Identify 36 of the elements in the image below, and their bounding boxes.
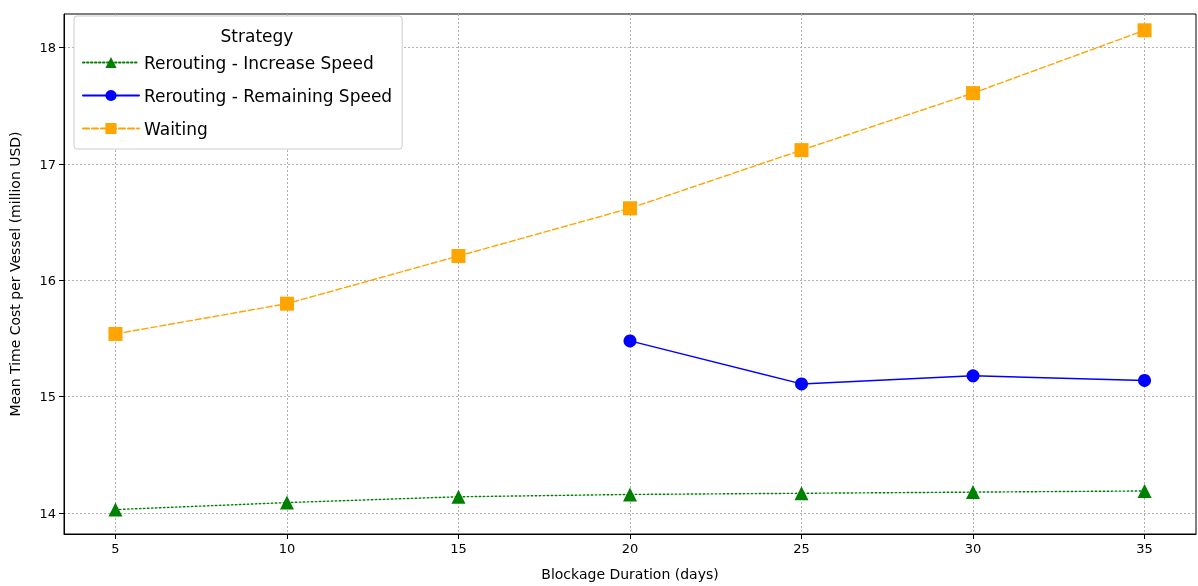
point [108, 502, 123, 517]
x-tick-label: 15 [450, 541, 467, 556]
y-tick-label: 14 [39, 505, 56, 521]
point [1137, 483, 1152, 498]
legend-title: Strategy [220, 25, 294, 46]
point [794, 143, 809, 158]
y-tick-label: 18 [39, 40, 56, 56]
point [1138, 373, 1152, 387]
point [279, 296, 294, 311]
legend-label: Waiting [144, 118, 208, 139]
point [794, 486, 809, 501]
y-tick-label: 15 [39, 389, 56, 405]
x-tick-label: 35 [1136, 541, 1153, 556]
x-tick-label: 30 [964, 541, 982, 556]
x-tick-label: 20 [621, 541, 639, 556]
point [623, 487, 637, 502]
point [451, 248, 466, 263]
point [966, 86, 981, 101]
point [623, 334, 637, 348]
x-tick-label: 5 [111, 541, 120, 556]
point [966, 485, 981, 500]
point [623, 201, 637, 216]
point [279, 495, 294, 510]
x-axis-title: Blockage Duration (days) [541, 566, 719, 582]
point [108, 326, 123, 341]
legend-label: Rerouting - Remaining Speed [144, 85, 393, 106]
y-tick-label: 16 [39, 272, 56, 288]
x-tick-label: 25 [793, 541, 810, 556]
y-tick-label: 17 [39, 156, 56, 172]
point [451, 489, 466, 504]
x-tick-label: 10 [278, 541, 296, 556]
legend-label: Rerouting - Increase Speed [144, 52, 374, 73]
point [795, 377, 809, 391]
y-axis-title: Mean Time Cost per Vessel (million USD) [7, 131, 23, 417]
point [1137, 23, 1152, 38]
point [966, 369, 980, 383]
